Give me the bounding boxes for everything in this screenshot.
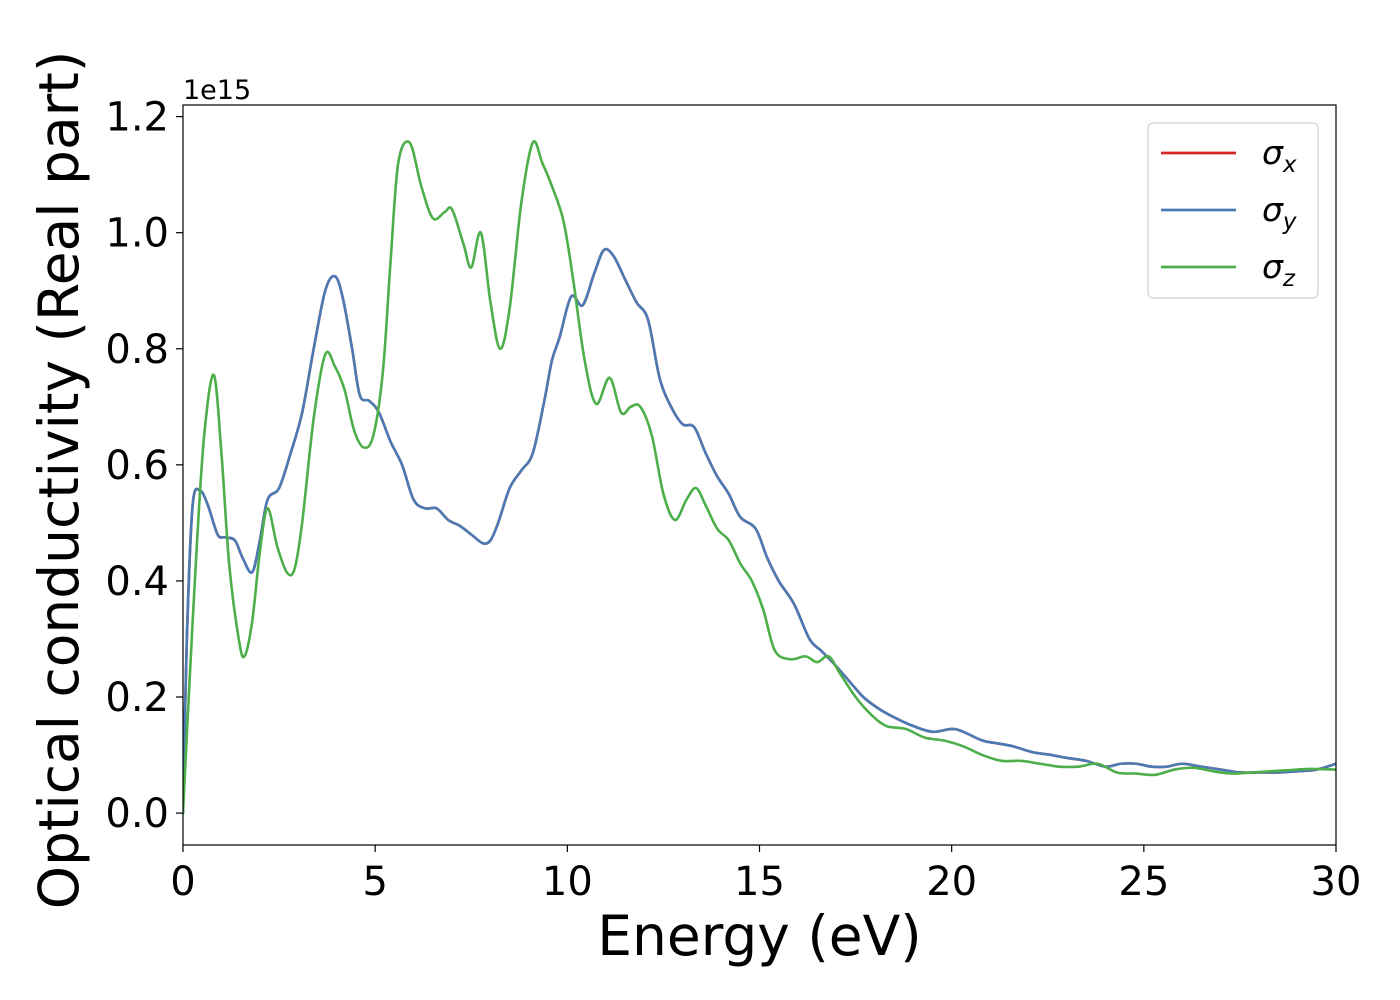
x-tick-label: 0 xyxy=(170,859,195,905)
x-tick-label: 10 xyxy=(542,859,593,905)
series-line-sigma-y xyxy=(183,247,1336,815)
y-tick-label: 1.2 xyxy=(105,95,169,141)
y-tick-label: 0.4 xyxy=(105,559,169,605)
series-line-sigma-z xyxy=(183,140,1336,815)
y-axis-title: Optical conductivity (Real part) xyxy=(27,51,91,910)
y-tick-label: 0.0 xyxy=(105,791,169,837)
x-tick-label: 25 xyxy=(1118,859,1169,905)
x-tick-label: 20 xyxy=(926,859,977,905)
x-tick-label: 30 xyxy=(1311,859,1362,905)
y-offset-label: 1e15 xyxy=(183,75,251,106)
y-tick-label: 0.2 xyxy=(105,675,169,721)
x-axis-title: Energy (eV) xyxy=(597,904,921,968)
series-line-sigma-x xyxy=(183,247,1336,815)
y-tick-label: 1.0 xyxy=(105,211,169,257)
series-layer xyxy=(183,140,1336,815)
x-tick-label: 15 xyxy=(734,859,785,905)
y-tick-label: 0.6 xyxy=(105,443,169,489)
y-tick-label: 0.8 xyxy=(105,327,169,373)
x-tick-label: 5 xyxy=(362,859,387,905)
tick-layer: 0 5 10 15 20 25 30 0.0 0.2 0.4 0.6 0.8 1.0 1.2 xyxy=(105,95,1361,905)
